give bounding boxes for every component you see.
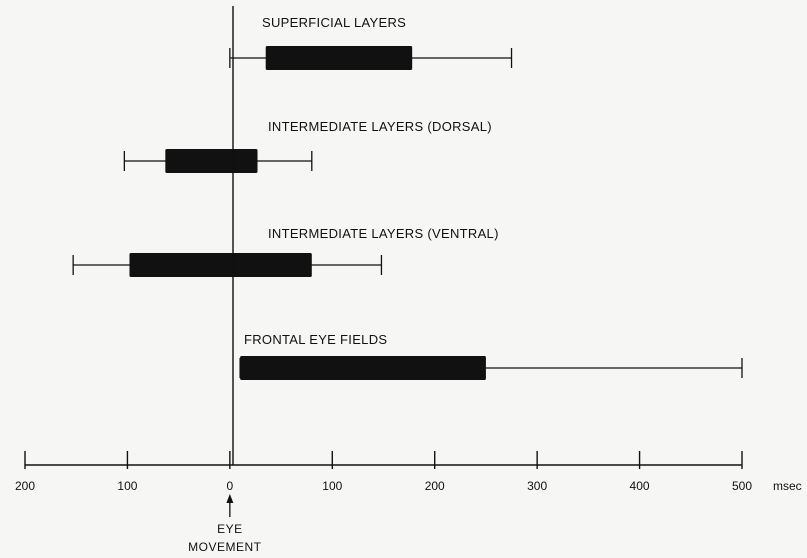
annotation-line-1: EYE bbox=[217, 522, 243, 536]
row-4: FRONTAL EYE FIELDS bbox=[239, 332, 743, 380]
tick-label: 0 bbox=[227, 479, 234, 493]
eye-movement-annotation: EYE MOVEMENT bbox=[188, 494, 262, 554]
row-label: FRONTAL EYE FIELDS bbox=[244, 332, 387, 347]
tick-label: 200 bbox=[425, 479, 445, 493]
arrow-up-icon bbox=[226, 494, 234, 503]
annotation-line-2: MOVEMENT bbox=[188, 540, 262, 554]
tick-label: 300 bbox=[527, 479, 547, 493]
range-box bbox=[265, 46, 413, 70]
row-2: INTERMEDIATE LAYERS (DORSAL) bbox=[123, 119, 492, 173]
row-1: SUPERFICIAL LAYERS bbox=[229, 15, 513, 70]
tick-label: 200 bbox=[15, 479, 35, 493]
range-box bbox=[129, 253, 312, 277]
unit-label: msec bbox=[773, 479, 802, 493]
range-box bbox=[240, 356, 486, 380]
row-label: INTERMEDIATE LAYERS (VENTRAL) bbox=[268, 226, 499, 241]
row-label: INTERMEDIATE LAYERS (DORSAL) bbox=[268, 119, 492, 134]
time-axis: 200 100 0 100 200 300 400 500 msec bbox=[15, 6, 802, 493]
row-label: SUPERFICIAL LAYERS bbox=[262, 15, 406, 30]
rows-layer: SUPERFICIAL LAYERS INTERMEDIATE LAYERS (D… bbox=[72, 15, 743, 380]
tick-label: 500 bbox=[732, 479, 752, 493]
range-box bbox=[165, 149, 258, 173]
row-3: INTERMEDIATE LAYERS (VENTRAL) bbox=[72, 226, 499, 277]
tick-label: 100 bbox=[117, 479, 137, 493]
tick-label: 400 bbox=[630, 479, 650, 493]
tick-label: 100 bbox=[322, 479, 342, 493]
